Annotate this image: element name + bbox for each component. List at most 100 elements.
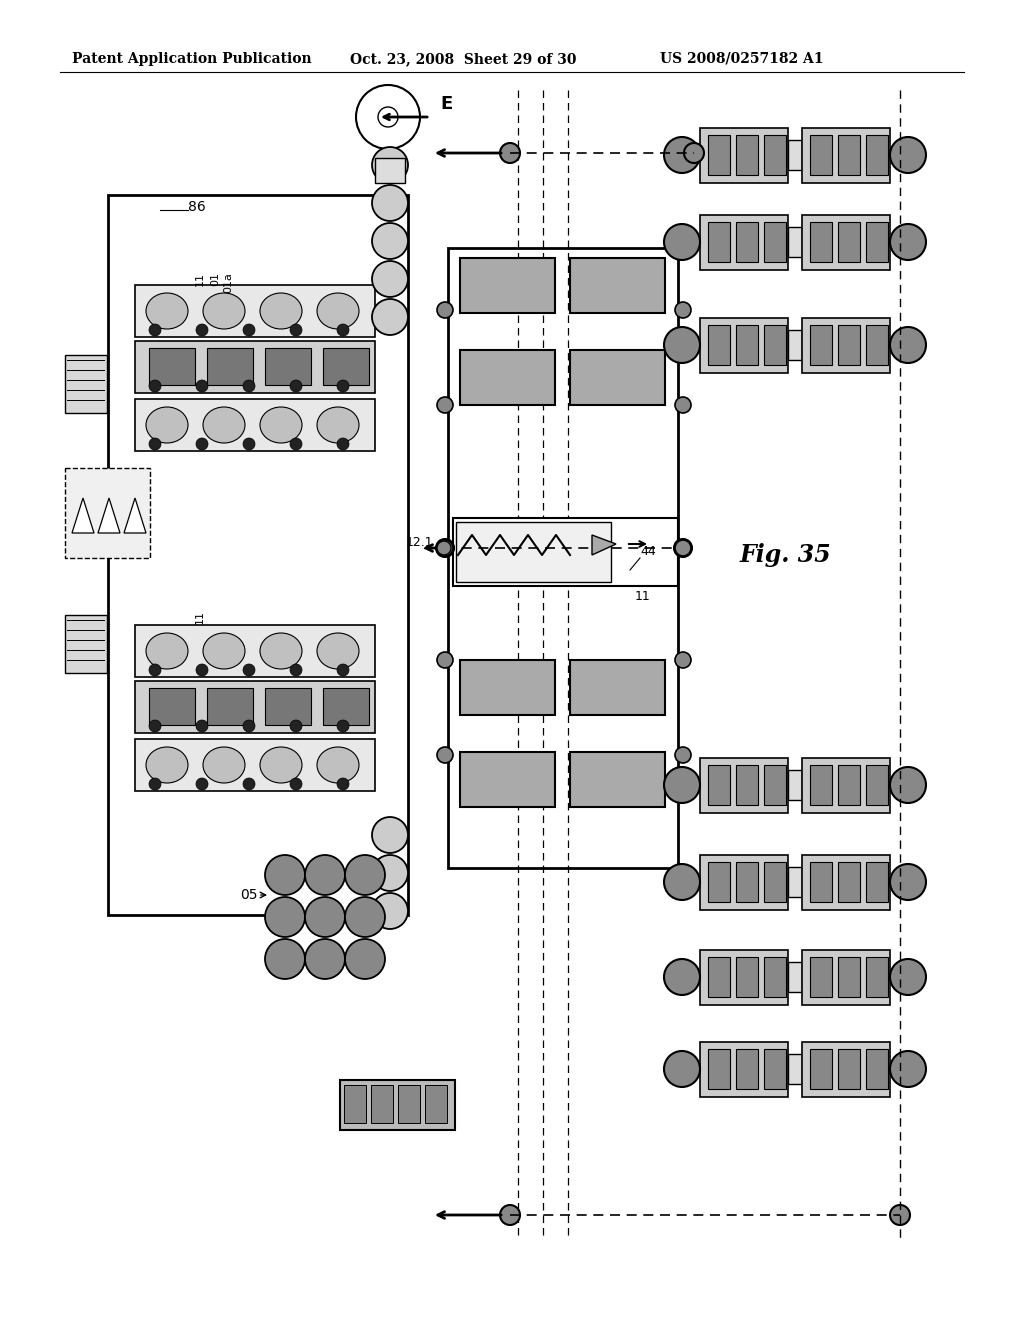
Circle shape	[150, 719, 161, 733]
Bar	[460, 752, 555, 807]
Text: 86: 86	[188, 201, 206, 214]
Text: E: E	[440, 95, 453, 114]
Circle shape	[437, 747, 453, 763]
Bar	[736, 222, 758, 261]
Ellipse shape	[317, 407, 359, 444]
Ellipse shape	[146, 293, 188, 329]
Text: Oct. 23, 2008  Sheet 29 of 30: Oct. 23, 2008 Sheet 29 of 30	[350, 51, 577, 66]
Bar	[866, 1049, 888, 1089]
Circle shape	[265, 855, 305, 895]
Bar	[453, 517, 678, 586]
Bar	[375, 158, 406, 183]
Circle shape	[196, 777, 208, 789]
Bar	[460, 350, 555, 405]
Circle shape	[150, 323, 161, 337]
Ellipse shape	[317, 747, 359, 783]
Bar	[802, 128, 890, 183]
Text: Fig. 35: Fig. 35	[740, 543, 831, 568]
Bar	[700, 318, 788, 374]
Circle shape	[372, 223, 408, 259]
Bar	[736, 1049, 758, 1089]
Bar	[65, 615, 106, 673]
Bar	[788, 1053, 802, 1084]
Bar	[135, 681, 375, 733]
Text: Patent Application Publication: Patent Application Publication	[72, 51, 311, 66]
Circle shape	[372, 894, 408, 929]
Bar	[788, 962, 802, 993]
Bar	[736, 957, 758, 997]
Text: 11: 11	[195, 610, 205, 624]
Circle shape	[150, 380, 161, 392]
Circle shape	[290, 664, 302, 676]
Ellipse shape	[203, 747, 245, 783]
Circle shape	[337, 777, 349, 789]
Bar	[802, 318, 890, 374]
Bar	[788, 140, 802, 170]
Bar	[810, 325, 831, 366]
Circle shape	[372, 261, 408, 297]
Bar	[460, 257, 555, 313]
Circle shape	[337, 323, 349, 337]
Text: 44: 44	[640, 545, 655, 558]
Ellipse shape	[260, 293, 302, 329]
Circle shape	[890, 767, 926, 803]
Circle shape	[150, 777, 161, 789]
Bar	[460, 660, 555, 715]
Bar	[708, 325, 730, 366]
Bar	[371, 1085, 393, 1123]
Polygon shape	[592, 535, 616, 554]
Bar	[323, 348, 369, 385]
Circle shape	[196, 719, 208, 733]
Circle shape	[243, 323, 255, 337]
Bar	[425, 1085, 447, 1123]
Bar	[866, 222, 888, 261]
Circle shape	[150, 664, 161, 676]
Circle shape	[290, 323, 302, 337]
Bar	[838, 135, 860, 176]
Bar	[708, 222, 730, 261]
Polygon shape	[124, 498, 146, 533]
Circle shape	[890, 137, 926, 173]
Circle shape	[372, 300, 408, 335]
Bar	[700, 950, 788, 1005]
Circle shape	[356, 84, 420, 149]
Circle shape	[290, 719, 302, 733]
Circle shape	[345, 939, 385, 979]
Bar	[344, 1085, 366, 1123]
Text: 12.1: 12.1	[406, 536, 433, 549]
Bar	[764, 862, 786, 902]
Bar	[810, 1049, 831, 1089]
Bar	[736, 862, 758, 902]
Ellipse shape	[260, 634, 302, 669]
Bar	[135, 624, 375, 677]
Bar	[449, 248, 678, 869]
Bar	[708, 135, 730, 176]
Circle shape	[345, 898, 385, 937]
Bar	[810, 862, 831, 902]
Circle shape	[372, 185, 408, 220]
Bar	[788, 227, 802, 257]
Bar	[838, 1049, 860, 1089]
Circle shape	[664, 224, 700, 260]
Circle shape	[345, 855, 385, 895]
Circle shape	[243, 380, 255, 392]
Bar	[700, 215, 788, 271]
Bar	[340, 1080, 455, 1130]
Circle shape	[890, 224, 926, 260]
Bar	[736, 766, 758, 805]
Circle shape	[243, 777, 255, 789]
Bar	[570, 752, 665, 807]
Bar	[135, 399, 375, 451]
Bar	[700, 128, 788, 183]
Bar	[265, 348, 311, 385]
Circle shape	[305, 939, 345, 979]
Circle shape	[664, 960, 700, 995]
Bar	[150, 348, 195, 385]
Bar	[150, 688, 195, 725]
Circle shape	[290, 438, 302, 450]
Circle shape	[337, 380, 349, 392]
Circle shape	[305, 855, 345, 895]
Bar	[323, 688, 369, 725]
Bar	[802, 1041, 890, 1097]
Circle shape	[372, 147, 408, 183]
